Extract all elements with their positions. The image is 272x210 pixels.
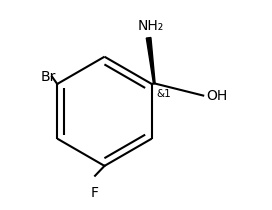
Text: OH: OH (206, 89, 228, 102)
Text: NH₂: NH₂ (138, 18, 164, 33)
Text: &1: &1 (156, 89, 171, 99)
Text: Br: Br (41, 70, 56, 84)
Polygon shape (146, 38, 155, 83)
Text: F: F (91, 186, 99, 200)
